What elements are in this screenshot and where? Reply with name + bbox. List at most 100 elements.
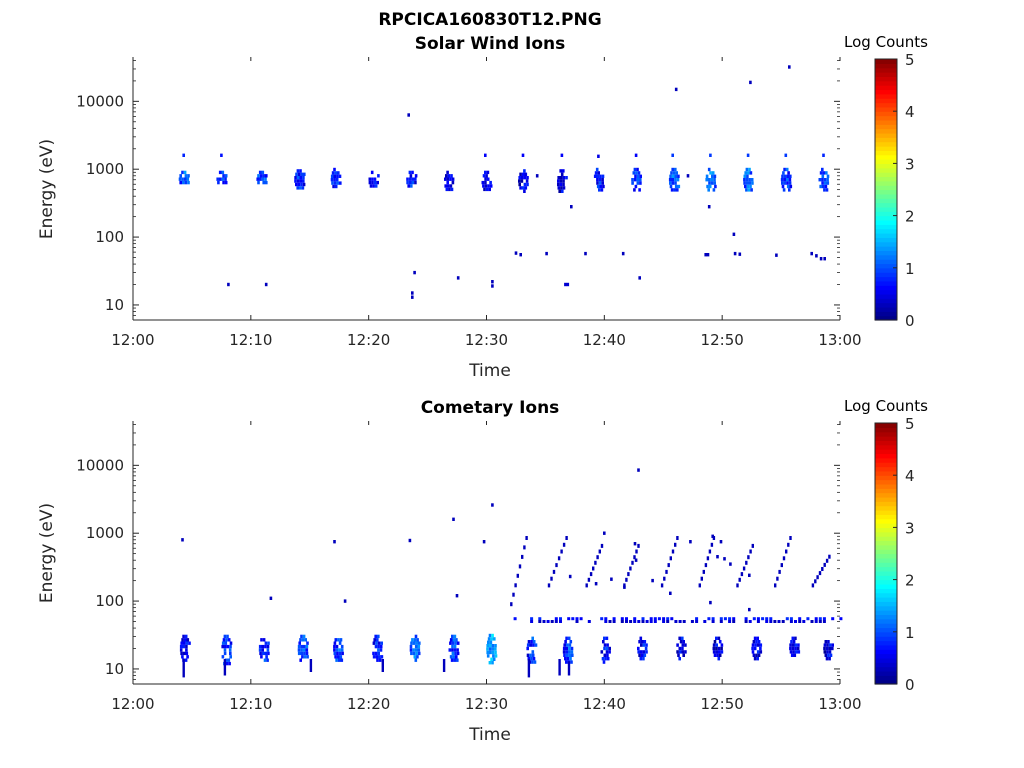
data-cell	[448, 187, 451, 192]
data-cell	[301, 638, 305, 642]
data-cell	[530, 657, 533, 661]
data-cell	[263, 658, 267, 662]
data-cell	[372, 655, 376, 659]
data-cell	[334, 655, 337, 659]
data-cell	[604, 620, 608, 623]
colorbar-segment	[875, 267, 897, 273]
data-cluster	[444, 170, 455, 192]
data-cell	[562, 542, 566, 547]
data-cell	[532, 640, 536, 644]
data-cell	[759, 646, 762, 651]
data-cell	[569, 640, 573, 644]
data-cell	[682, 640, 685, 644]
colorbar-segment	[875, 453, 897, 459]
colorbar-segment	[875, 518, 897, 524]
data-cell	[600, 617, 604, 621]
data-cell	[751, 643, 755, 647]
data-cluster	[333, 638, 344, 662]
data-cell	[221, 641, 225, 645]
data-cell	[412, 648, 415, 652]
data-cell	[411, 180, 415, 185]
data-cell	[524, 186, 528, 190]
data-cell	[265, 655, 268, 659]
data-cell	[707, 617, 711, 621]
data-cell	[605, 650, 609, 654]
data-cell	[486, 654, 490, 658]
data-cell	[593, 174, 597, 178]
data-cell	[732, 620, 736, 623]
data-cell	[814, 620, 818, 623]
data-cell	[565, 646, 569, 651]
data-cell	[678, 636, 681, 640]
data-cell	[267, 651, 270, 656]
data-cell	[608, 650, 611, 654]
data-cell	[821, 567, 824, 571]
data-cell	[533, 660, 537, 664]
data-cell	[516, 573, 519, 578]
data-cell	[484, 184, 488, 188]
data-cell	[184, 658, 188, 662]
data-cell	[179, 648, 183, 652]
data-cell	[375, 641, 378, 645]
data-cell	[695, 620, 699, 623]
data-cell	[564, 657, 567, 661]
data-cell	[218, 170, 222, 175]
data-cell	[742, 566, 746, 571]
data-point	[455, 594, 459, 598]
data-cell	[678, 620, 682, 623]
data-cell	[299, 179, 302, 183]
data-cell	[631, 560, 634, 565]
data-ramp	[811, 554, 831, 588]
data-cell	[265, 174, 268, 178]
colorbar-segment	[875, 670, 897, 676]
colorbar-segment	[875, 566, 897, 572]
data-cell	[296, 179, 300, 183]
data-cell	[806, 617, 810, 621]
data-cell	[631, 178, 634, 182]
data-cell	[638, 640, 641, 644]
data-cell	[746, 184, 750, 189]
data-cell	[455, 655, 458, 659]
colorbar-tick-label: 5	[905, 415, 915, 433]
data-cell	[783, 167, 786, 172]
data-cell	[303, 172, 306, 176]
colorbar-segment	[875, 579, 897, 585]
colorbar-tick-label: 2	[905, 572, 915, 590]
data-cell	[566, 657, 570, 661]
data-cell	[649, 620, 653, 623]
data-cell	[676, 650, 679, 654]
data-cell	[810, 620, 814, 623]
data-cell	[225, 638, 228, 642]
data-point	[784, 153, 788, 157]
data-cell	[333, 178, 336, 182]
data-cluster	[486, 633, 498, 665]
data-cell	[534, 643, 538, 647]
data-cell	[717, 636, 721, 640]
colorbar-segment	[875, 202, 897, 208]
data-point	[484, 153, 487, 157]
x-tick-label: 12:20	[347, 331, 390, 349]
colorbar-segment	[875, 496, 897, 502]
data-cell	[494, 654, 498, 658]
data-cell	[679, 640, 683, 644]
data-cell	[596, 174, 600, 178]
data-cell	[713, 640, 717, 644]
y-tick-label: 1000	[86, 160, 124, 178]
data-cell	[565, 660, 568, 664]
data-cluster	[481, 170, 493, 192]
colorbar-segment	[875, 553, 897, 559]
data-cell	[333, 648, 336, 652]
data-cell	[644, 646, 648, 651]
data-cell	[671, 167, 674, 172]
data-cell	[558, 189, 561, 193]
data-cell	[297, 644, 301, 649]
data-cell	[732, 617, 736, 621]
data-cell	[796, 646, 800, 651]
data-cell	[303, 644, 306, 649]
data-cell	[335, 658, 338, 662]
data-point	[482, 540, 486, 544]
data-cell	[532, 643, 535, 647]
data-cell	[715, 646, 718, 651]
colorbar-segment	[875, 176, 897, 182]
data-cell	[645, 620, 649, 623]
